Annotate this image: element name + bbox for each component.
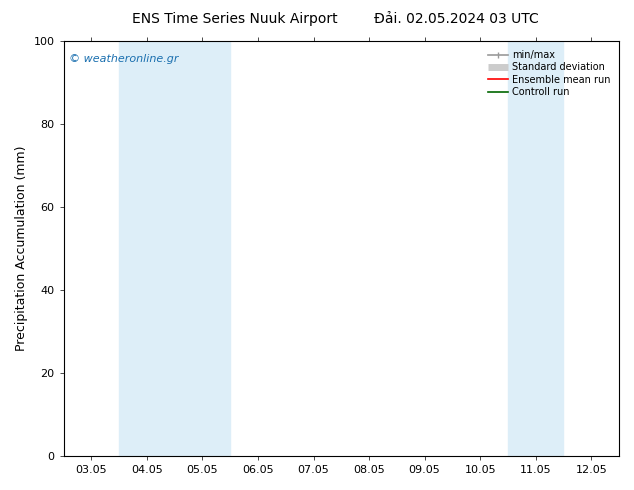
Legend: min/max, Standard deviation, Ensemble mean run, Controll run: min/max, Standard deviation, Ensemble me…	[484, 46, 614, 101]
Text: ENS Time Series Nuuk Airport: ENS Time Series Nuuk Airport	[132, 12, 337, 26]
Text: © weatheronline.gr: © weatheronline.gr	[69, 54, 179, 64]
Bar	[119, 41, 174, 456]
Text: Đải. 02.05.2024 03 UTC: Đải. 02.05.2024 03 UTC	[374, 12, 539, 26]
Bar	[508, 41, 564, 456]
Bar	[174, 41, 230, 456]
Y-axis label: Precipitation Accumulation (mm): Precipitation Accumulation (mm)	[15, 146, 28, 351]
